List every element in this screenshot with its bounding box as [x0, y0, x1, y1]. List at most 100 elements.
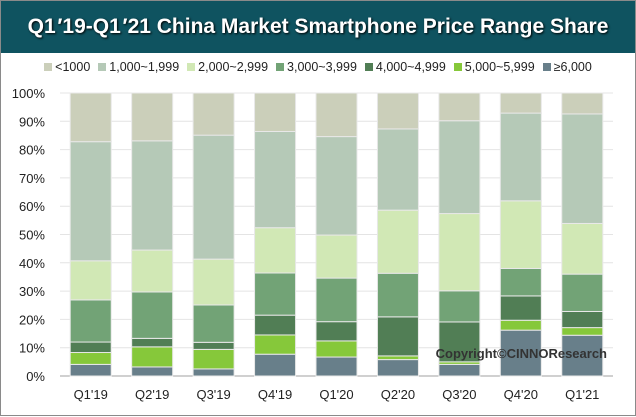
bar-segment	[376, 92, 419, 130]
legend-swatch	[187, 63, 196, 71]
bar-segment	[69, 341, 112, 354]
y-tick-label: 30%	[19, 284, 45, 299]
bar-segment	[499, 295, 542, 321]
bar-segment	[192, 348, 235, 370]
bar-segment	[131, 140, 174, 251]
legend-label: 2,000~2,999	[198, 60, 269, 74]
bar-segment	[131, 291, 174, 339]
bar-segment	[499, 329, 542, 377]
bar-segment	[315, 234, 358, 279]
bar-segment	[561, 273, 604, 312]
legend-swatch	[276, 63, 285, 71]
legend-item: <1000	[44, 59, 90, 75]
legend: <1000 1,000~1,999 2,000~2,999 3,000~3,999 4,…	[1, 59, 635, 75]
bar-segment	[438, 363, 481, 377]
legend-swatch	[44, 63, 53, 71]
legend-swatch	[542, 63, 551, 71]
x-tick-label: Q3'19	[196, 387, 230, 402]
legend-label: 3,000~3,999	[287, 60, 357, 74]
legend-label: 5,000~5,999	[464, 60, 535, 74]
bar-segment	[376, 272, 419, 318]
bar-segment	[315, 136, 358, 236]
x-tick-label: Q2'19	[135, 387, 169, 402]
bar-segment	[192, 134, 235, 260]
bar-segment	[131, 249, 174, 293]
bar-segment	[254, 130, 297, 229]
legend-label: <1000	[55, 60, 91, 74]
legend-swatch	[453, 63, 462, 71]
bar-segment	[376, 359, 419, 377]
legend-label: 4,000~4,999	[375, 60, 446, 74]
legend-label: ≥6,000	[553, 60, 592, 74]
bar-segment	[131, 346, 174, 368]
legend-item: 2,000~2,999	[187, 59, 268, 75]
bar-segment	[499, 267, 542, 297]
bar-segment	[376, 316, 419, 357]
bar-segment	[561, 222, 604, 275]
bar-segment	[254, 314, 297, 336]
bar-segment	[315, 92, 358, 138]
legend-item: 4,000~4,999	[364, 59, 446, 75]
bar-segment	[315, 277, 358, 323]
bar-segment	[131, 366, 174, 377]
bar-segment	[131, 337, 174, 348]
bar-segment	[499, 200, 542, 269]
bar-segment	[192, 341, 235, 350]
bar-segment	[499, 112, 542, 202]
bar-segment	[561, 310, 604, 329]
bar-segment	[315, 356, 358, 377]
bar-segment	[192, 304, 235, 343]
bar-segment	[561, 113, 604, 224]
bar-segment	[438, 213, 481, 292]
bar-segment	[315, 321, 358, 342]
bar-segment	[376, 355, 419, 361]
copyright-annotation: Copyright©CINNOResearch	[436, 346, 607, 361]
bar-segment	[499, 319, 542, 331]
y-tick-label: 0%	[26, 369, 45, 384]
bar-segment	[69, 363, 112, 377]
bar-segment	[131, 92, 174, 142]
bar-segment	[254, 353, 297, 377]
bar-segment	[254, 272, 297, 316]
x-tick-label: Q1'21	[565, 387, 599, 402]
bar-segment	[192, 368, 235, 377]
y-tick-label: 60%	[19, 199, 45, 214]
x-tick-label: Q1'19	[74, 387, 108, 402]
bar-segment	[254, 334, 297, 355]
bar-segment	[254, 92, 297, 132]
bar-segment	[69, 352, 112, 365]
y-tick-label: 70%	[19, 171, 45, 186]
legend-item: 1,000~1,999	[98, 59, 179, 75]
bar-segment	[438, 120, 481, 215]
x-tick-label: Q3'20	[442, 387, 476, 402]
legend-item: 3,000~3,999	[276, 59, 357, 75]
chart-title: Q1 ′19-Q1 ′21 China Market Smartphone Pr…	[1, 1, 635, 53]
bar-segment	[192, 92, 235, 136]
bar-segment	[438, 290, 481, 323]
legend-swatch	[364, 63, 373, 71]
legend-label: 1,000~1,999	[109, 60, 180, 74]
y-tick-label: 10%	[19, 341, 45, 356]
y-tick-label: 100%	[12, 86, 46, 101]
bar-segment	[438, 92, 481, 122]
bar-segment	[376, 128, 419, 211]
bar-segment	[192, 258, 235, 306]
legend-swatch	[98, 63, 107, 71]
bar-segment	[561, 327, 604, 336]
bar-segment	[561, 92, 604, 115]
x-tick-label: Q4'20	[504, 387, 538, 402]
bar-segment	[69, 92, 112, 143]
y-tick-label: 50%	[19, 228, 45, 243]
legend-item: ≥6,000	[542, 59, 592, 75]
bar-segment	[499, 92, 542, 114]
bar-segment	[254, 227, 297, 274]
bar-segment	[69, 299, 112, 343]
bar-segment	[69, 141, 112, 262]
bar-segment	[438, 321, 481, 363]
bar-segment	[376, 209, 419, 274]
y-tick-label: 20%	[19, 312, 45, 327]
legend-item: 5,000~5,999	[453, 59, 535, 75]
x-tick-label: Q2'20	[381, 387, 415, 402]
